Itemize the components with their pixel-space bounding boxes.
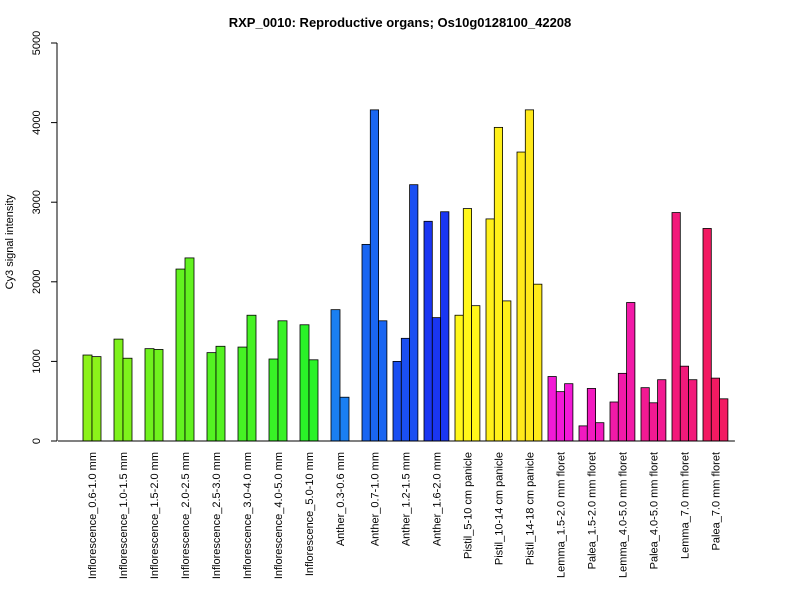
- x-tick-label: Inflorescence_3.0-4.0 mm: [242, 452, 254, 579]
- bar: [586, 388, 596, 442]
- bar: [648, 402, 658, 442]
- x-tick-label: Inflorescence_2.0-2.5 mm: [180, 452, 192, 579]
- x-tick-label: Anther_0.7-1.0 mm: [369, 452, 381, 546]
- x-tick-label: Palea_4.0-5.0 mm floret: [648, 452, 660, 569]
- bar: [485, 218, 495, 442]
- bar: [299, 324, 310, 442]
- bar: [330, 309, 341, 442]
- bar: [122, 357, 133, 442]
- x-tick-label: Inflorescence_5.0-10 mm: [304, 452, 316, 576]
- bar: [400, 337, 410, 442]
- bar: [640, 387, 650, 442]
- bar: [144, 348, 155, 442]
- y-tick-label: 0: [31, 438, 43, 444]
- x-tick-label: Palea_1.5-2.0 mm floret: [586, 452, 598, 569]
- bar: [671, 212, 681, 442]
- bar: [493, 126, 503, 442]
- x-tick-label: Lemma_7.0 mm floret: [679, 452, 691, 559]
- bar: [369, 109, 379, 442]
- bar: [431, 317, 441, 442]
- x-tick-label: Inflorescence_0.6-1.0 mm: [87, 452, 99, 579]
- y-tick-label: 3000: [31, 190, 43, 214]
- bar: [237, 346, 248, 442]
- bar: [679, 365, 689, 442]
- bar: [184, 257, 195, 442]
- bar: [454, 314, 464, 442]
- x-tick-label: Inflorescence_4.0-5.0 mm: [273, 452, 285, 579]
- bar: [113, 338, 124, 442]
- y-axis-label: Cy3 signal intensity: [4, 194, 16, 289]
- bar: [578, 425, 588, 442]
- bar: [91, 356, 102, 442]
- y-tick-label: 1000: [31, 349, 43, 373]
- bar: [617, 372, 627, 442]
- x-tick-label: Anther_1.2-1.5 mm: [400, 452, 412, 546]
- y-axis: 0 1000 2000 3000 4000 5000: [31, 31, 58, 444]
- bar: [153, 349, 164, 442]
- bar: [657, 379, 667, 442]
- x-tick-label: Anther_1.6-2.0 mm: [431, 452, 443, 546]
- chart-title: RXP_0010: Reproductive organs; Os10g0128…: [229, 15, 572, 30]
- bar: [308, 359, 319, 442]
- x-axis-labels: Inflorescence_0.6-1.0 mm Inflorescence_1.…: [87, 452, 722, 579]
- bar: [688, 379, 698, 442]
- bar: [440, 211, 450, 442]
- bar: [215, 345, 226, 442]
- bar: [409, 184, 419, 442]
- x-tick-label: Pistil_5-10 cm panicle: [462, 452, 474, 559]
- bar: [609, 401, 619, 442]
- bar: [555, 391, 565, 442]
- y-tick-label: 5000: [31, 31, 43, 55]
- bar: [564, 383, 574, 442]
- bar: [246, 314, 257, 442]
- x-tick-label: Inflorescence_1.5-2.0 mm: [149, 452, 161, 579]
- bar: [710, 377, 720, 442]
- bar: [82, 354, 93, 442]
- bar: [702, 228, 712, 442]
- bar: [423, 220, 433, 442]
- bar: [361, 243, 371, 442]
- bar: [175, 268, 186, 442]
- bar: [547, 376, 557, 442]
- bar: [277, 320, 288, 442]
- bar: [268, 358, 279, 442]
- x-tick-label: Pistil_10-14 cm panicle: [493, 452, 505, 565]
- x-tick-label: Lemma_1.5-2.0 mm floret: [555, 452, 567, 578]
- x-tick-label: Anther_0.3-0.6 mm: [335, 452, 347, 546]
- bar: [471, 305, 481, 442]
- bar: [502, 300, 512, 442]
- bar: [462, 208, 472, 442]
- x-tick-label: Lemma_4.0-5.0 mm floret: [617, 452, 629, 578]
- bar: [626, 302, 636, 442]
- bar: [719, 398, 729, 442]
- y-tick-label: 4000: [31, 110, 43, 134]
- bar: [392, 360, 402, 442]
- x-tick-label: Inflorescence_2.5-3.0 mm: [211, 452, 223, 579]
- bar: [524, 109, 534, 442]
- bar: [516, 151, 526, 442]
- x-tick-label: Palea_7.0 mm floret: [710, 452, 722, 550]
- x-tick-label: Inflorescence_1.0-1.5 mm: [118, 452, 130, 579]
- x-tick-label: Pistil_14-18 cm panicle: [524, 452, 536, 565]
- bar: [339, 396, 350, 442]
- bar: [533, 283, 543, 442]
- y-tick-label: 2000: [31, 270, 43, 294]
- bar: [378, 320, 388, 442]
- bars: [82, 109, 729, 442]
- bar: [206, 352, 217, 442]
- bar: [595, 422, 605, 442]
